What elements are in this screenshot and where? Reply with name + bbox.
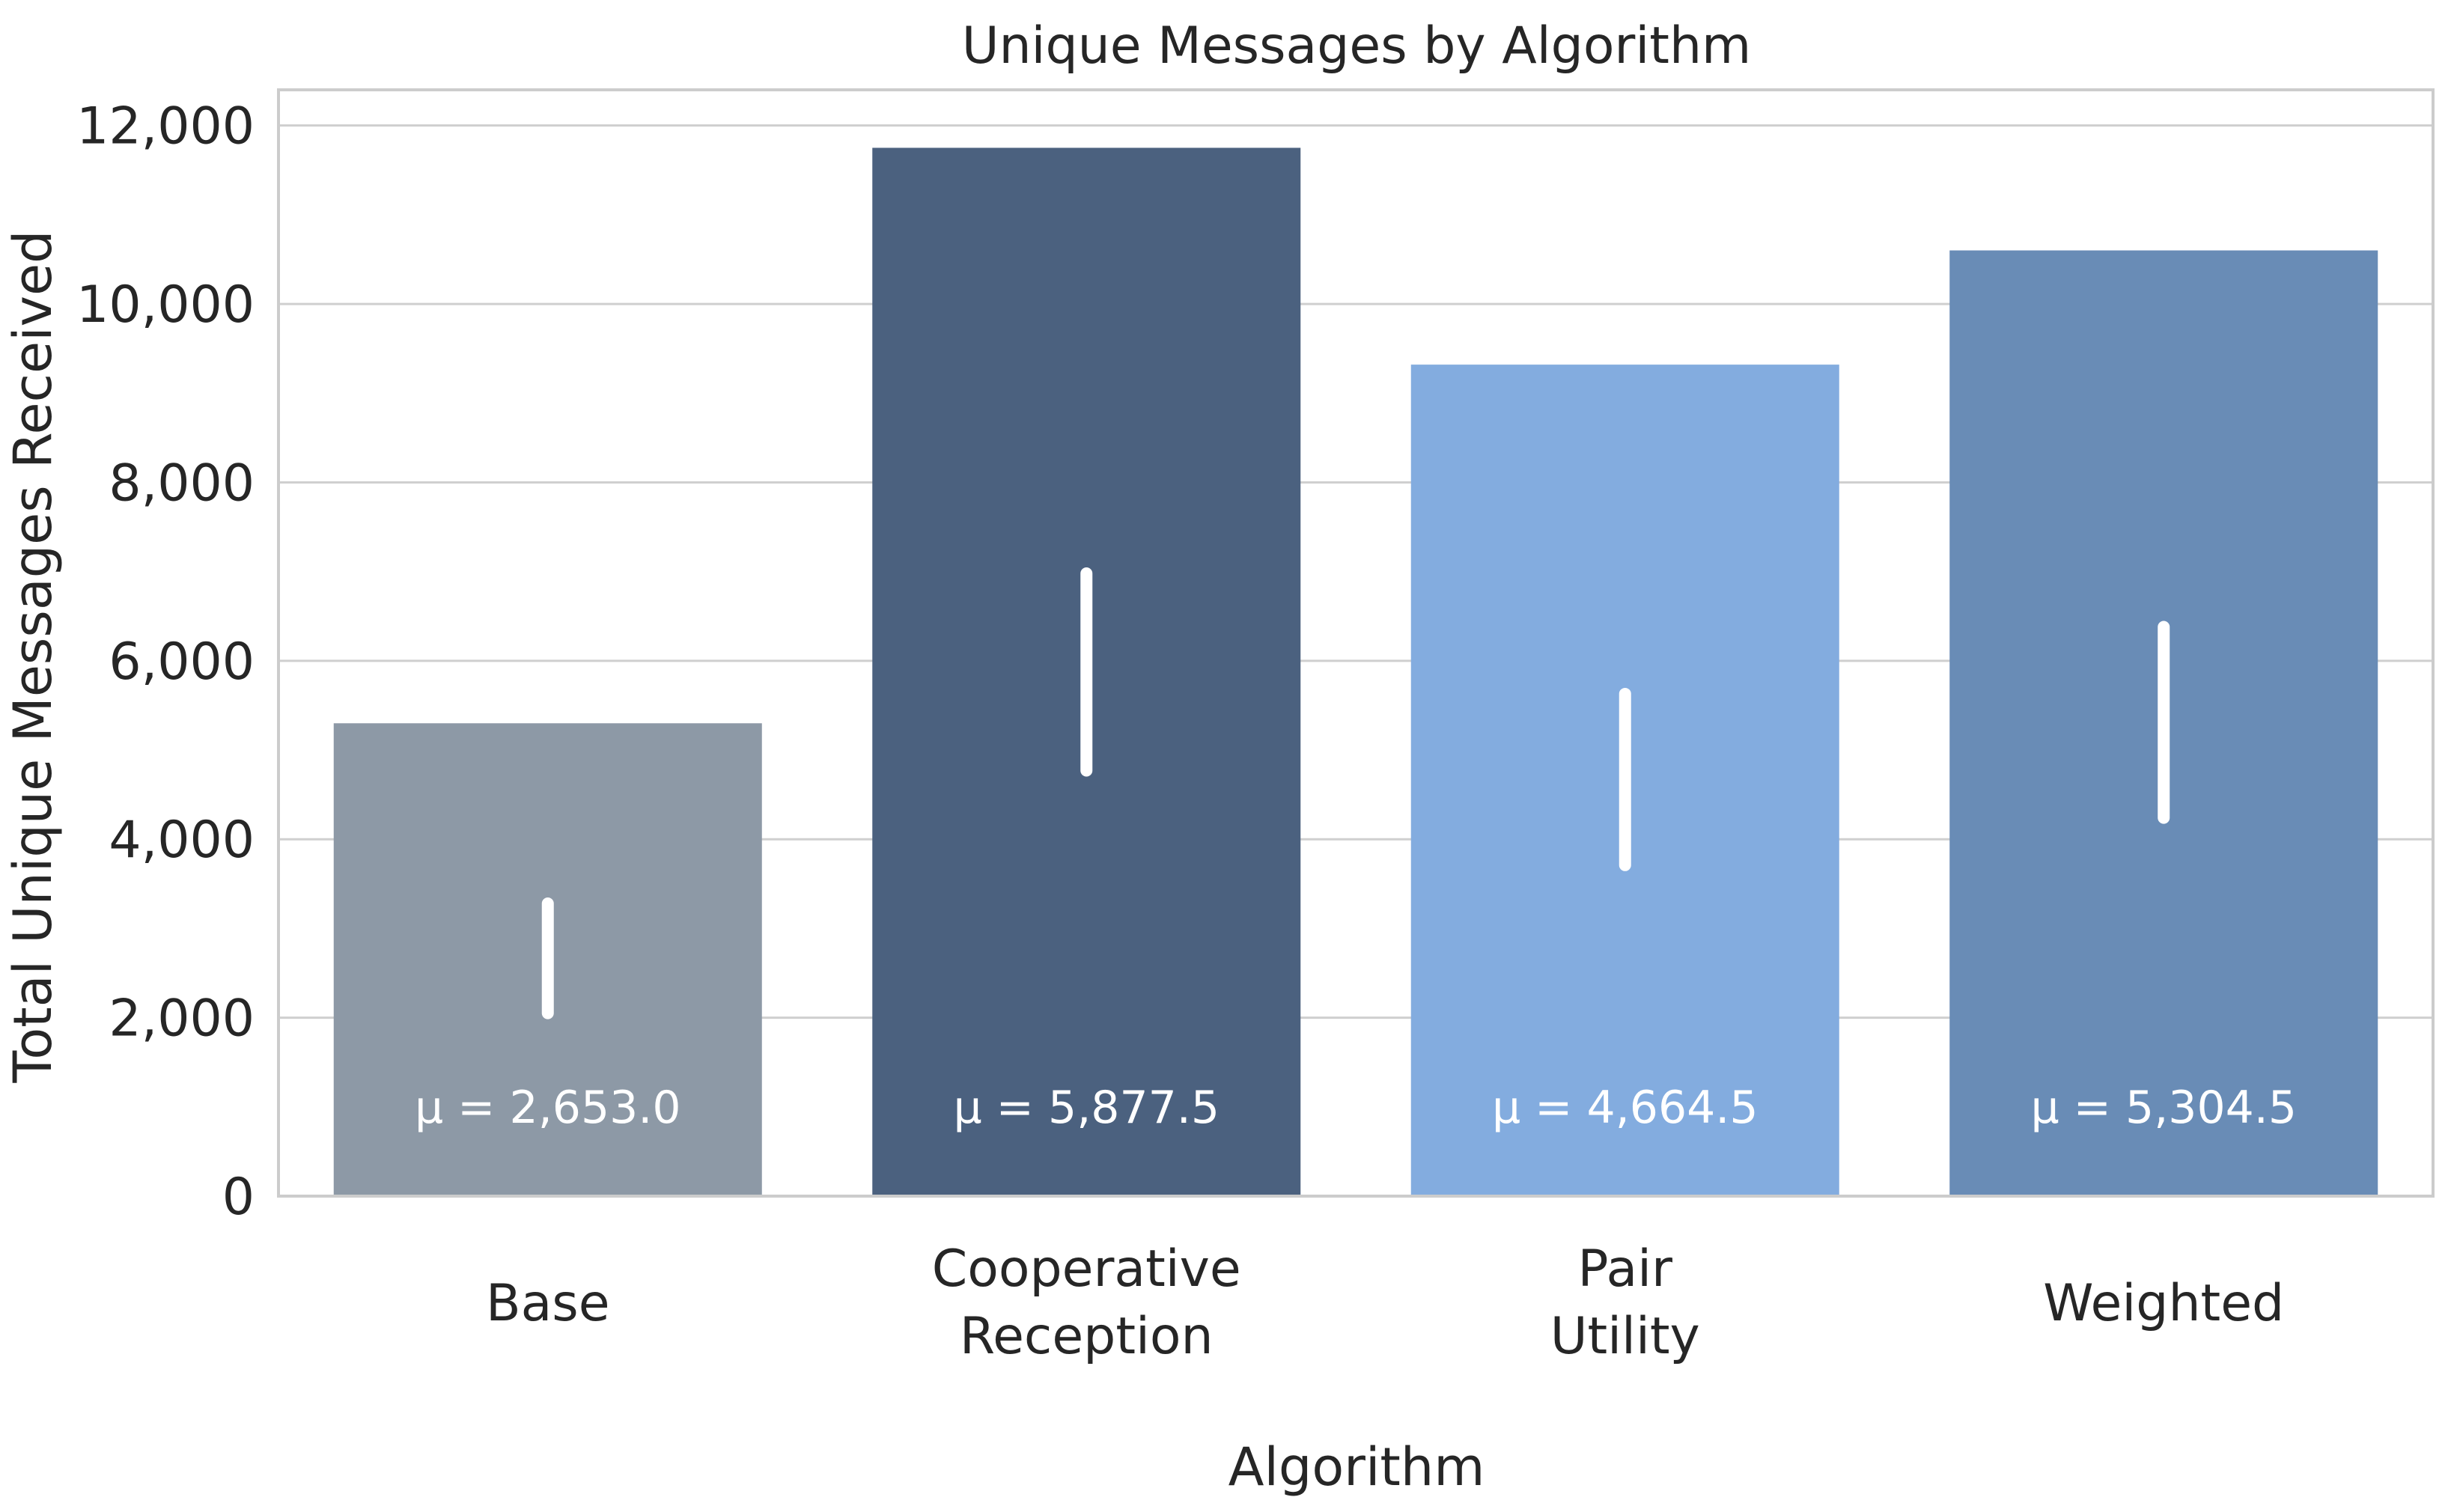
mean-label: μ = 5,304.5 bbox=[2030, 1082, 2297, 1134]
y-tick-label: 4,000 bbox=[109, 811, 255, 870]
y-tick-label: 10,000 bbox=[76, 275, 255, 335]
x-tick-label: Weighted bbox=[2043, 1274, 2284, 1333]
x-tick-label: Pair Utility bbox=[1550, 1240, 1700, 1366]
x-tick-labels: Base Cooperative Reception Pair Utility Weigh… bbox=[486, 1240, 2284, 1366]
x-axis-label: Algorithm bbox=[1228, 1436, 1485, 1498]
mean-label: μ = 2,653.0 bbox=[415, 1082, 681, 1134]
bars: μ = 2,653.0 μ = 5,877.5 μ = 4,664.5 μ = 5,3… bbox=[333, 147, 2378, 1197]
y-tick-labels: 0 2,000 4,000 6,000 8,000 10,000 12,000 bbox=[76, 97, 255, 1227]
mean-label: μ = 5,877.5 bbox=[953, 1082, 1220, 1134]
x-tick-label: Base bbox=[486, 1274, 610, 1333]
y-tick-label: 6,000 bbox=[109, 632, 255, 692]
plot-frame bbox=[277, 88, 2435, 1198]
y-tick-label: 12,000 bbox=[76, 97, 255, 156]
y-tick-label: 2,000 bbox=[109, 990, 255, 1049]
mean-label: μ = 4,664.5 bbox=[1492, 1082, 1759, 1134]
chart-title: Unique Messages by Algorithm bbox=[962, 16, 1752, 76]
x-tick-label: Cooperative Reception bbox=[932, 1240, 1241, 1366]
y-tick-label: 8,000 bbox=[109, 454, 255, 513]
y-axis-label: Total Unique Messages Received bbox=[2, 231, 64, 1084]
y-tick-label: 0 bbox=[222, 1168, 255, 1227]
